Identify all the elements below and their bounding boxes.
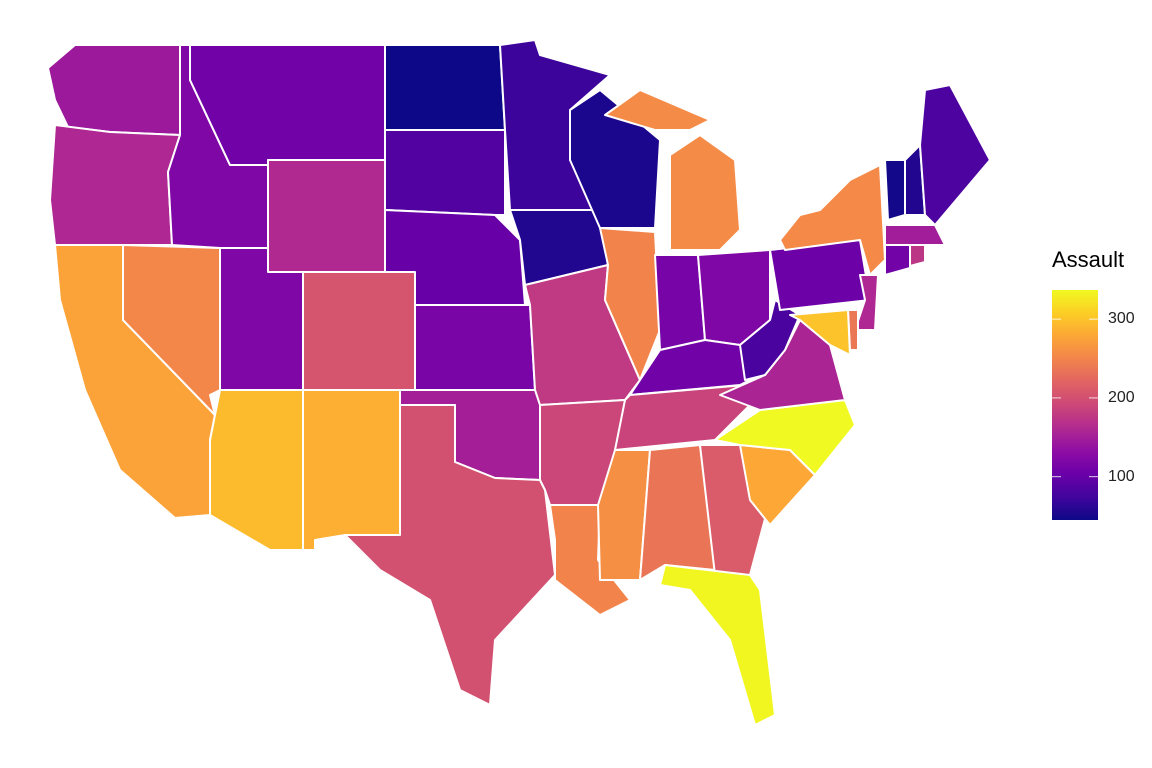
legend-tick-label: 300 [1108,310,1135,328]
state-maine [919,84,991,226]
state-new-mexico [302,389,401,551]
state-colorado [302,271,416,391]
state-texas [344,404,556,706]
state-connecticut [884,244,911,276]
state-new-york [779,164,886,276]
legend-colorbar [1052,290,1098,520]
state-florida [659,564,776,726]
state-arizona [209,389,304,551]
state-massachusetts [884,224,946,246]
state-kansas [414,304,536,391]
state-vermont [884,159,906,221]
states-layer [47,39,991,726]
state-mississippi [597,449,651,581]
state-michigan [669,134,741,251]
state-north-dakota [384,44,506,131]
state-wyoming [267,159,386,273]
state-rhode-island [909,244,926,267]
legend-tick-label: 200 [1108,388,1135,406]
state-maryland [789,309,851,356]
legend-tick-label: 100 [1108,467,1135,485]
state-indiana [654,254,706,351]
state-washington [47,44,181,136]
legend-title: Assault [1052,247,1125,272]
state-new-jersey [854,274,879,331]
state-south-dakota [384,129,506,216]
legend-ticks [1052,318,1098,478]
state-west-virginia [739,299,801,381]
state-oregon [49,124,181,246]
state-michigan [604,89,711,131]
